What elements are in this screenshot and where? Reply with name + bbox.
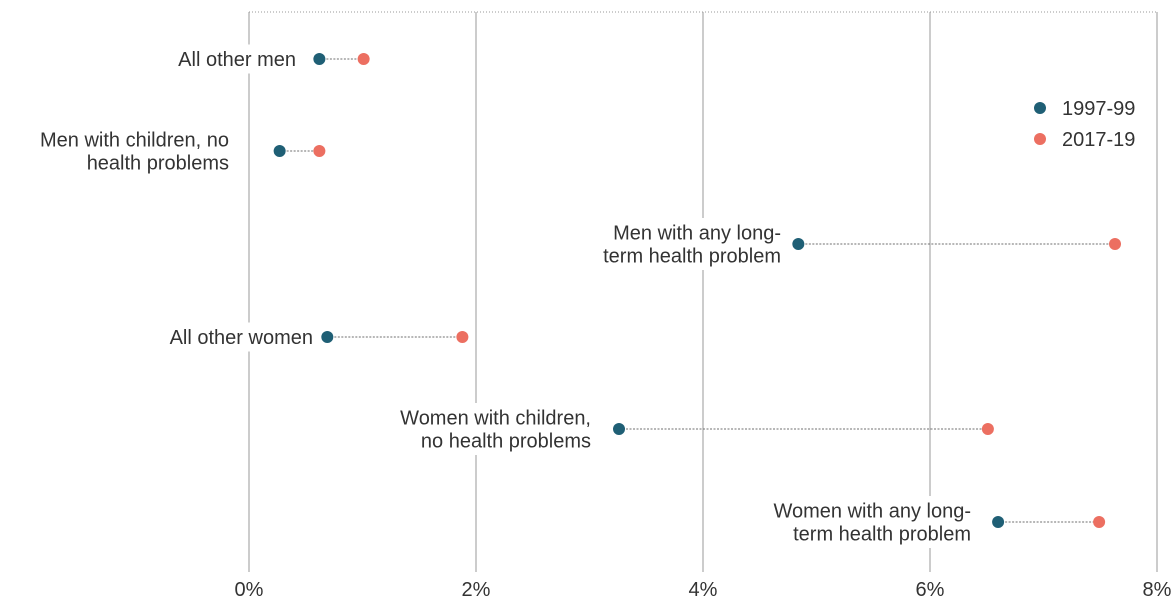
legend-marker — [1034, 133, 1046, 145]
category-label-bg — [149, 322, 317, 352]
category-label: Men with children, no health problems — [40, 130, 229, 175]
point-2017-19 — [1093, 516, 1106, 528]
point-1997-99 — [613, 423, 626, 435]
category-label: All other women — [170, 327, 313, 349]
category-labels: All other men Men with children, no health… — [2, 44, 975, 548]
point-1997-99 — [273, 145, 286, 157]
grid-layer — [248, 11, 1158, 572]
category-label-bg — [152, 44, 300, 74]
point-1997-99 — [992, 516, 1005, 528]
category-label: Women with children, no health problems — [400, 408, 591, 453]
category-label-bg — [575, 218, 785, 270]
point-1997-99 — [792, 238, 805, 250]
legend: 1997-99 2017-19 — [1034, 98, 1135, 151]
point-1997-99 — [321, 331, 334, 343]
x-tick-label: 4% — [689, 579, 718, 601]
point-2017-19 — [1109, 238, 1122, 250]
category-label-bg — [375, 403, 595, 455]
x-tick-label: 2% — [462, 579, 491, 601]
category-label: All other men — [178, 49, 296, 71]
x-tick-label: 8% — [1143, 579, 1172, 601]
category-label-bg — [2, 125, 233, 177]
legend-label: 2017-19 — [1062, 129, 1135, 151]
category-label-bg — [755, 496, 975, 548]
point-2017-19 — [981, 423, 994, 435]
legend-marker — [1034, 102, 1046, 114]
point-2017-19 — [456, 331, 469, 343]
category-label: Women with any long-term health problem — [774, 501, 972, 546]
x-axis: 0% 2% 4% 6% 8% — [235, 579, 1172, 601]
x-tick-label: 6% — [916, 579, 945, 601]
point-2017-19 — [313, 145, 326, 157]
data-marks — [273, 53, 1122, 528]
category-label: Men with any long-term health problem — [603, 223, 781, 268]
point-1997-99 — [313, 53, 326, 65]
legend-label: 1997-99 — [1062, 98, 1135, 120]
point-2017-19 — [357, 53, 370, 65]
x-tick-label: 0% — [235, 579, 264, 601]
